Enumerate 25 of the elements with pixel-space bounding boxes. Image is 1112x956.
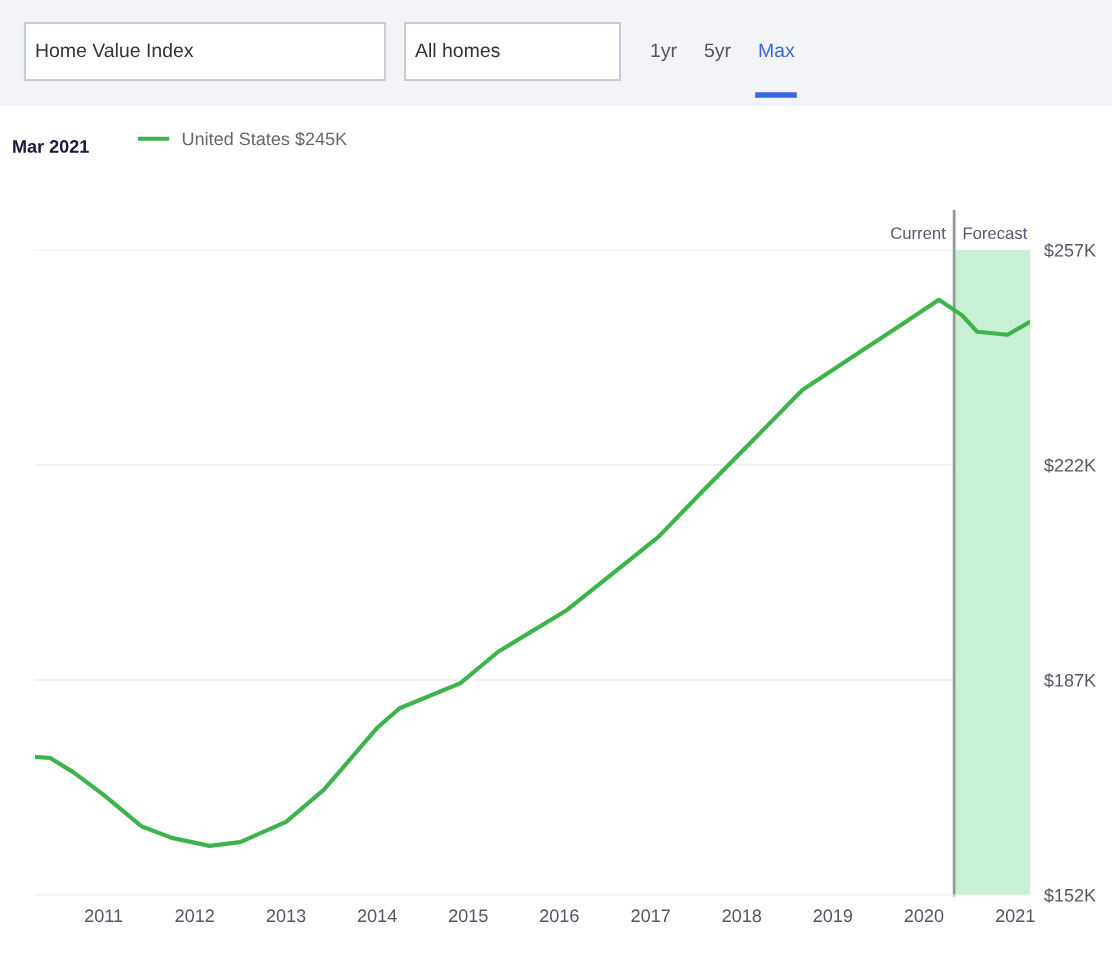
chart-title: Mar 2021 — [13, 140, 89, 153]
text: Max — [759, 43, 795, 58]
x-tick-label: 2014 — [357, 909, 397, 923]
y-tick-label: $222K — [1044, 458, 1096, 473]
text: All homes — [415, 42, 500, 58]
x-tick-label: 2015 — [449, 909, 488, 923]
line-series — [35, 297, 1030, 848]
x-tick-label: 2013 — [266, 909, 306, 923]
y-tick-label: $187K — [1044, 673, 1096, 688]
x-tick-label: 2018 — [722, 909, 762, 923]
legend-label: United States $245K — [182, 131, 347, 147]
x-tick-label: 2016 — [540, 909, 579, 923]
text: 1yr — [651, 43, 677, 62]
x-tick-label: 2012 — [175, 909, 214, 923]
ref-line-label: Current — [891, 227, 946, 240]
x-tick-label: 2017 — [631, 909, 670, 923]
band-label: Forecast — [963, 227, 1028, 240]
x-tick-label: 2020 — [904, 909, 944, 923]
text: Home Value Index — [36, 42, 194, 58]
y-tick-label: $257K — [1044, 243, 1096, 258]
x-tick-label: 2021 — [996, 909, 1035, 923]
y-tick-label: $152K — [1044, 888, 1096, 903]
x-tick-label: 2011 — [85, 909, 123, 923]
x-tick-label: 2019 — [813, 909, 853, 923]
text: 5yr — [704, 43, 731, 62]
